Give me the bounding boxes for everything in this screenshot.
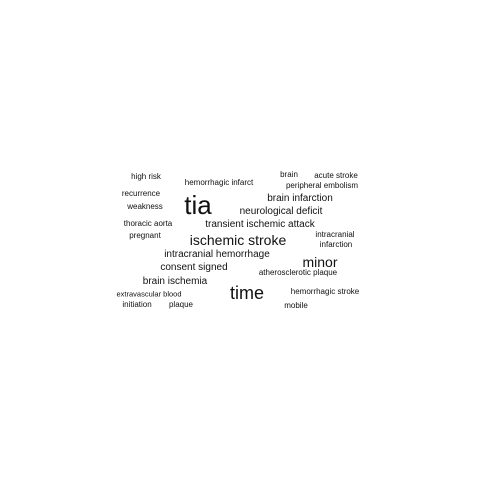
word-recurrence: recurrence <box>121 189 161 198</box>
word-brain-infarction: brain infarction <box>267 193 333 204</box>
word-acute-stroke: acute stroke <box>314 171 358 180</box>
word-high-risk: high risk <box>131 172 161 181</box>
word-ischemic-stroke: ischemic stroke <box>189 232 287 248</box>
word-minor: minor <box>302 254 338 270</box>
word-hemorrhagic-infarct: hemorrhagic infarct <box>184 178 254 187</box>
word-pregnant: pregnant <box>129 231 161 240</box>
word-brain: brain <box>280 170 298 179</box>
word-transient-ischemic-attack: transient ischemic attack <box>205 219 315 230</box>
word-neurological-deficit: neurological deficit <box>239 206 323 217</box>
word-weakness: weakness <box>127 202 163 211</box>
word-intracranial: intracranial <box>315 230 355 239</box>
word-plaque: plaque <box>168 300 194 309</box>
word-hemorrhagic-stroke: hemorrhagic stroke <box>290 287 360 296</box>
word-thoracic-aorta: thoracic aorta <box>123 219 173 228</box>
word-tia: tia <box>184 190 212 220</box>
word-consent-signed: consent signed <box>160 262 228 273</box>
word-atherosclerotic-plaque: atherosclerotic plaque <box>258 268 338 277</box>
word-mobile: mobile <box>284 301 308 310</box>
word-peripheral-embolism: peripheral embolism <box>285 181 359 190</box>
word-brain-ischemia: brain ischemia <box>142 276 208 287</box>
word-time: time <box>229 283 265 303</box>
word-extravascular-blood: extravascular blood <box>116 289 182 299</box>
word-intracranial-hemorrhage: intracranial hemorrhage <box>164 249 270 260</box>
word-initiation: initiation <box>122 300 152 309</box>
word-infarction: infarction <box>319 240 353 249</box>
